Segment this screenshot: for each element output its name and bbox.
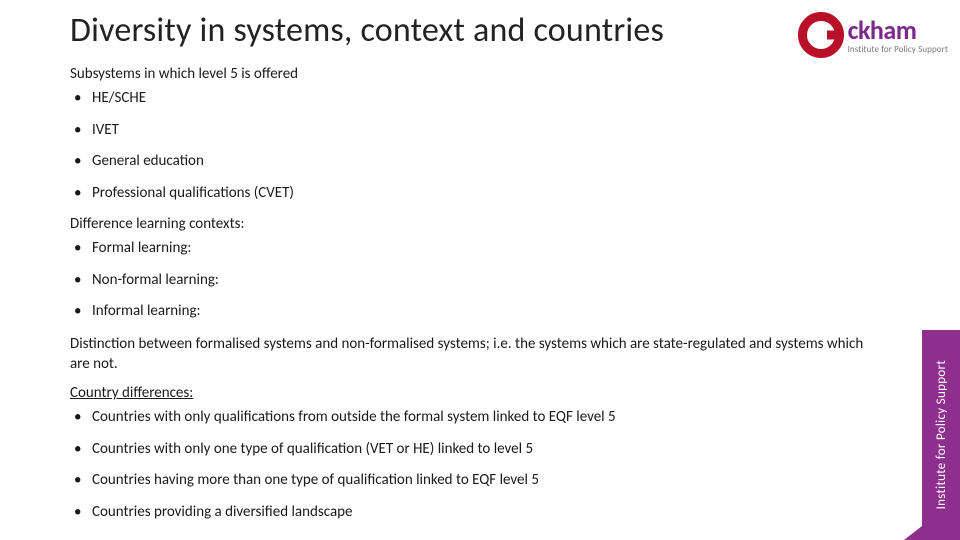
list-item: Countries having more than one type of q… [70, 471, 890, 491]
section-contexts-heading: Difference learning contexts: [70, 215, 890, 233]
page-title: Diversity in systems, context and countr… [70, 10, 890, 51]
list-item: HE/SCHE [70, 89, 890, 109]
list-item: Countries with only one type of qualific… [70, 440, 890, 460]
logo-brand: ckham [848, 17, 948, 43]
list-item: Informal learning: [70, 302, 890, 322]
corner-triangle-icon [904, 526, 922, 540]
list-item: Countries providing a diversified landsc… [70, 503, 890, 523]
subsystems-list: HE/SCHE IVET General education Professio… [70, 89, 890, 203]
list-item: Formal learning: [70, 239, 890, 259]
logo-ring-icon [798, 12, 844, 58]
section-subsystems-heading: Subsystems in which level 5 is offered [70, 65, 890, 83]
list-item: Non-formal learning: [70, 271, 890, 291]
distinction-paragraph: Distinction between formalised systems a… [70, 334, 880, 375]
section-country-heading: Country differences: [70, 384, 890, 402]
logo-text: ckham Institute for Policy Support [848, 17, 948, 54]
list-item: IVET [70, 121, 890, 141]
slide: ckham Institute for Policy Support Diver… [0, 0, 960, 540]
logo-subtitle: Institute for Policy Support [848, 45, 948, 54]
list-item: Countries with only qualifications from … [70, 408, 890, 428]
list-item: Professional qualifications (CVET) [70, 184, 890, 204]
side-tab-label: Institute for Policy Support [934, 360, 949, 509]
list-item: General education [70, 152, 890, 172]
country-list: Countries with only qualifications from … [70, 408, 890, 522]
contexts-list: Formal learning: Non-formal learning: In… [70, 239, 890, 322]
logo: ckham Institute for Policy Support [798, 12, 948, 58]
side-tab: Institute for Policy Support [922, 330, 960, 540]
